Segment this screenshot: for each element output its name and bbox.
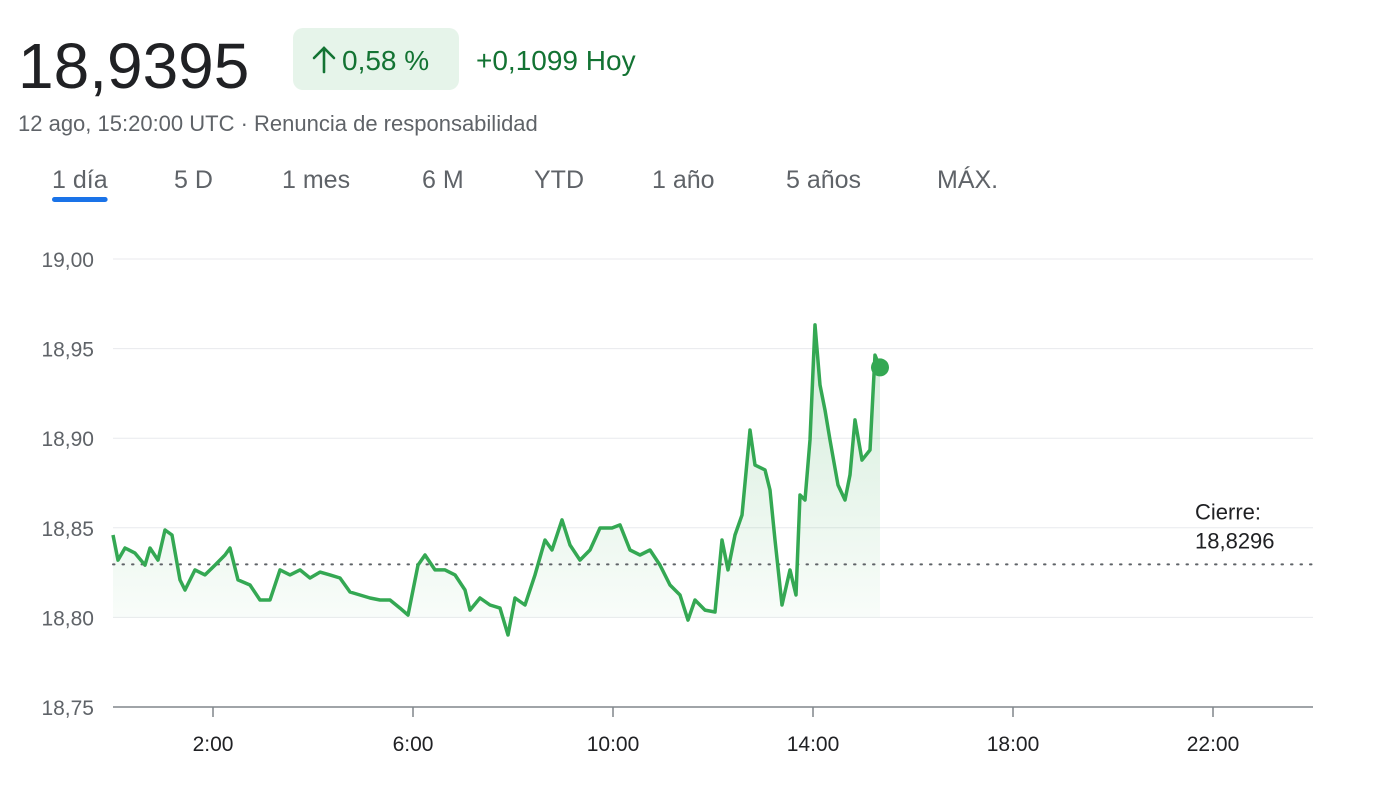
tab[interactable]: 5 años <box>786 166 861 194</box>
tab[interactable]: 1 mes <box>282 166 350 194</box>
last-point <box>871 358 889 377</box>
tab[interactable]: 6 M <box>422 166 464 194</box>
y-tick-label: 18,90 <box>41 428 94 451</box>
x-tick-label: 14:00 <box>787 733 840 756</box>
y-tick-label: 18,95 <box>41 339 94 362</box>
x-tick-label: 10:00 <box>587 733 640 756</box>
tab-bar: 1 día 5 D 1 mes 6 M YTD 1 año 5 años MÁX. <box>52 165 998 202</box>
plot: 18,75 18,80 18,85 18,90 18,95 19,00 2:00 6:00 10… <box>41 249 1314 756</box>
price-line <box>111 323 882 637</box>
tab[interactable]: YTD <box>534 166 584 194</box>
reference-value: 18,8296 <box>1195 528 1275 553</box>
tab[interactable]: MÁX. <box>937 165 998 194</box>
x-tick-label: 6:00 <box>393 733 434 756</box>
tab[interactable]: 5 D <box>174 166 213 194</box>
change-percent: 0,58 % <box>342 45 429 76</box>
x-tick-label: 18:00 <box>987 733 1040 756</box>
change-badge <box>293 28 459 90</box>
timestamp: 12 ago, 15:20:00 UTC · Renuncia de respo… <box>18 111 538 136</box>
price-area <box>113 324 880 635</box>
x-tick-label: 22:00 <box>1187 733 1240 756</box>
y-tick-label: 18,80 <box>41 607 94 630</box>
y-tick-label: 19,00 <box>41 249 94 272</box>
y-tick-label: 18,75 <box>41 697 94 720</box>
tab[interactable]: 1 año <box>652 166 715 194</box>
change-absolute: +0,1099 Hoy <box>476 45 636 76</box>
reference-label: Cierre: <box>1195 499 1261 524</box>
active-tab-indicator <box>52 197 108 202</box>
up-arrow-icon <box>312 46 336 74</box>
price: 18,9395 <box>18 30 249 102</box>
x-tick-label: 2:00 <box>193 733 234 756</box>
tab[interactable]: 1 día <box>52 166 108 194</box>
y-tick-label: 18,85 <box>41 518 94 541</box>
